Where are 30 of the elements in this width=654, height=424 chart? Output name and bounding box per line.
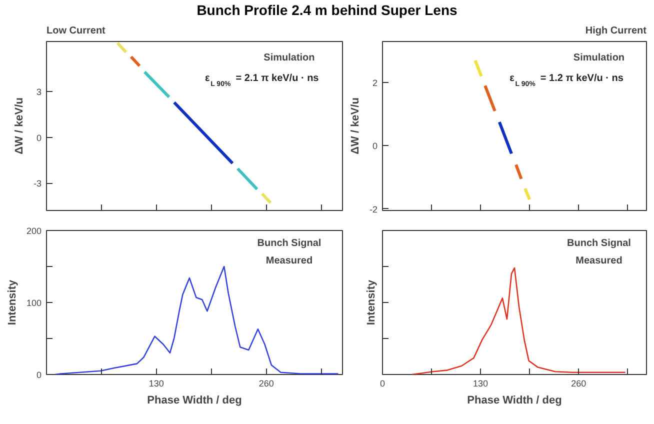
annotation: Bunch Signal <box>257 238 322 250</box>
x-axis-title: Phase Width / deg <box>467 394 562 406</box>
x-axis-title: Phase Width / deg <box>147 394 242 406</box>
line-series <box>54 266 339 374</box>
y-tick-label: 3 <box>36 87 42 98</box>
chart-subtitle: High Current <box>585 26 648 36</box>
y-tick-label: 200 <box>26 226 42 236</box>
y-tick-label: 100 <box>26 298 42 308</box>
y-tick-label: 0 <box>36 132 42 143</box>
y-axis-title: ΔW / keV/u <box>14 98 26 154</box>
y-tick-label: -2 <box>370 204 378 214</box>
annotation: Simulation <box>573 52 625 64</box>
annotation: Measured <box>576 256 622 266</box>
x-tick-label: 0 <box>380 378 386 388</box>
annotation: Simulation <box>264 52 315 64</box>
y-tick-label: 0 <box>36 370 42 380</box>
chart-title: Bunch Profile 2.4 m behind Super Lens <box>196 1 458 20</box>
y-tick-label: 2 <box>372 78 378 88</box>
y-axis-title: ΔW / keV/u <box>350 98 362 154</box>
y-tick-label: -3 <box>34 178 42 189</box>
y-tick-label: 0 <box>372 141 378 152</box>
chart-subtitle: Low Current <box>46 26 106 36</box>
x-tick-label: 130 <box>473 378 488 388</box>
annotation: Measured <box>266 256 313 266</box>
annotation: Bunch Signal <box>567 238 632 250</box>
x-tick-label: 260 <box>571 378 586 388</box>
y-axis-title: Intensity <box>6 279 18 326</box>
x-tick-label: 260 <box>258 378 274 388</box>
y-axis-title: Intensity <box>366 279 378 326</box>
x-tick-label: 130 <box>148 378 164 388</box>
